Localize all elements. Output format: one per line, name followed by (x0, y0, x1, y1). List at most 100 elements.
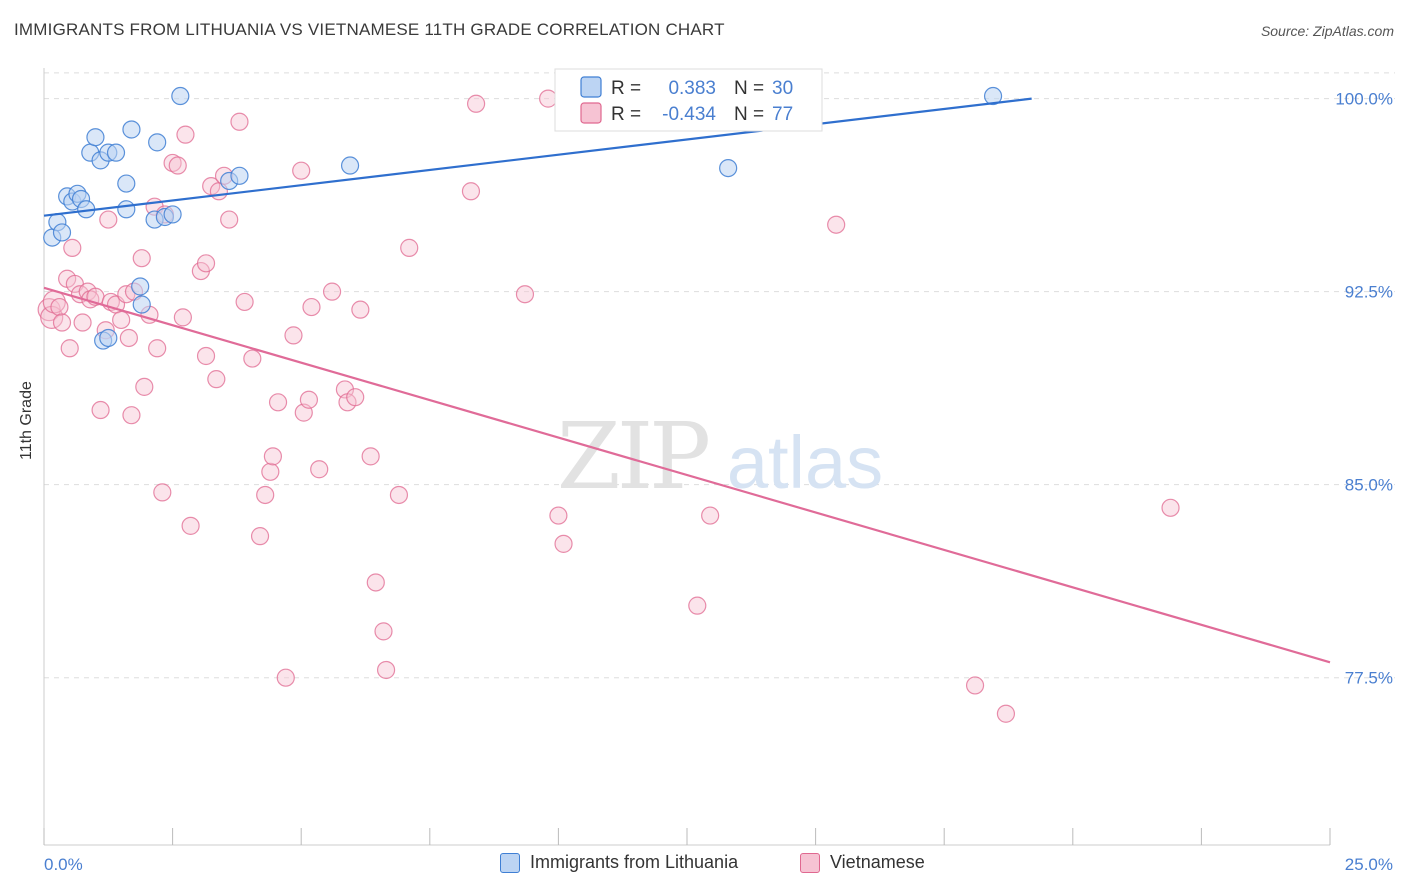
data-point-lithuania (86, 128, 105, 147)
data-point-vietnamese (73, 313, 92, 332)
data-point-vietnamese (119, 328, 138, 348)
data-point-vietnamese (322, 282, 342, 301)
data-point-vietnamese (268, 393, 288, 412)
y-tick-label: 100.0% (1335, 90, 1393, 109)
data-point-vietnamese (52, 313, 72, 332)
data-point-vietnamese (366, 573, 385, 592)
series-lithuania (43, 86, 1003, 350)
y-tick-label: 92.5% (1345, 283, 1393, 302)
stats-swatch (580, 76, 602, 98)
data-point-lithuania (117, 174, 136, 193)
data-point-vietnamese (310, 460, 329, 479)
stats-r-value: -0.434 (662, 104, 716, 125)
data-point-vietnamese (827, 215, 846, 234)
legend-item-vietnamese[interactable]: Vietnamese (800, 852, 925, 873)
data-point-lithuania (117, 200, 136, 219)
data-point-vietnamese (112, 310, 131, 330)
data-point-lithuania (122, 120, 141, 139)
legend-label-vietnamese: Vietnamese (830, 852, 925, 872)
legend-item-lithuania[interactable]: Immigrants from Lithuania (500, 852, 738, 873)
stats-n-value: 77 (772, 104, 793, 125)
y-tick-label: 77.5% (1345, 669, 1393, 688)
data-point-lithuania (230, 166, 249, 185)
data-point-vietnamese (554, 534, 573, 553)
data-point-vietnamese (181, 516, 200, 535)
data-point-vietnamese (250, 527, 270, 546)
data-point-vietnamese (50, 297, 69, 317)
data-point-lithuania (106, 143, 126, 162)
data-point-vietnamese (965, 676, 985, 695)
axes (43, 68, 1331, 846)
stats-n-value: 30 (772, 78, 793, 99)
data-point-vietnamese (176, 125, 195, 144)
stats-r-value: 0.383 (668, 78, 716, 99)
data-point-lithuania (131, 277, 150, 296)
stats-n-label: N = (734, 104, 764, 125)
data-point-vietnamese (461, 182, 481, 201)
x-tick-label: 25.0% (1345, 855, 1393, 874)
x-tick-label: 0.0% (44, 855, 83, 874)
data-point-vietnamese (261, 462, 280, 481)
data-point-lithuania (171, 86, 190, 106)
watermark: ZIP atlas (557, 403, 883, 510)
data-point-lithuania (148, 133, 167, 152)
grid-lines (44, 72, 1395, 679)
data-point-vietnamese (376, 660, 396, 680)
data-point-vietnamese (302, 297, 321, 317)
data-point-vietnamese (122, 406, 141, 425)
data-point-vietnamese (284, 326, 303, 345)
data-point-vietnamese (63, 238, 82, 257)
data-point-vietnamese (701, 506, 720, 525)
data-point-vietnamese (292, 161, 311, 180)
chart-title: IMMIGRANTS FROM LITHUANIA VS VIETNAMESE … (14, 20, 725, 39)
data-point-lithuania (163, 205, 182, 224)
data-point-vietnamese (196, 346, 216, 366)
data-point-vietnamese (243, 349, 262, 368)
data-point-vietnamese (549, 506, 568, 525)
data-point-vietnamese (263, 447, 283, 466)
data-point-vietnamese (276, 668, 295, 687)
data-point-vietnamese (153, 483, 172, 502)
watermark-atlas: atlas (727, 421, 883, 504)
data-point-vietnamese (256, 485, 275, 505)
data-point-vietnamese (466, 94, 486, 113)
data-point-vietnamese (515, 285, 535, 304)
bottom-legend: Immigrants from Lithuania Vietnamese (0, 852, 1406, 878)
data-point-vietnamese (389, 485, 409, 505)
stats-swatch (580, 102, 602, 124)
series-vietnamese (37, 89, 1180, 723)
data-point-vietnamese (148, 339, 167, 358)
data-point-vietnamese (173, 308, 192, 327)
data-point-vietnamese (220, 210, 239, 229)
data-point-vietnamese (400, 238, 419, 257)
data-point-vietnamese (230, 112, 249, 131)
data-point-vietnamese (135, 377, 154, 396)
data-point-vietnamese (60, 339, 79, 358)
data-point-lithuania (132, 295, 151, 314)
source-label: Source: ZipAtlas.com (1260, 23, 1394, 39)
data-point-vietnamese (40, 305, 64, 329)
trend-lines (43, 97, 1331, 664)
y-tick-label: 85.0% (1345, 476, 1393, 495)
data-point-vietnamese (539, 89, 558, 108)
trend-line-vietnamese (43, 286, 1331, 664)
data-point-lithuania (99, 328, 118, 348)
data-point-lithuania (52, 223, 72, 242)
watermark-zip: ZIP (557, 403, 708, 510)
data-point-vietnamese (132, 249, 151, 268)
data-point-vietnamese (168, 156, 187, 175)
stats-legend: R = 0.383 N = 30 R = -0.434 N = 77 (554, 68, 823, 132)
data-point-vietnamese (996, 704, 1016, 723)
legend-swatch-lithuania (500, 852, 520, 873)
stats-n-label: N = (734, 78, 764, 99)
data-point-vietnamese (688, 596, 707, 615)
data-point-vietnamese (91, 400, 110, 420)
legend-label-lithuania: Immigrants from Lithuania (530, 852, 739, 872)
data-point-vietnamese (1161, 498, 1180, 517)
data-point-vietnamese (346, 388, 365, 407)
data-point-vietnamese (196, 254, 216, 273)
data-point-lithuania (340, 156, 360, 175)
data-point-vietnamese (351, 300, 370, 319)
data-point-vietnamese (374, 622, 393, 641)
